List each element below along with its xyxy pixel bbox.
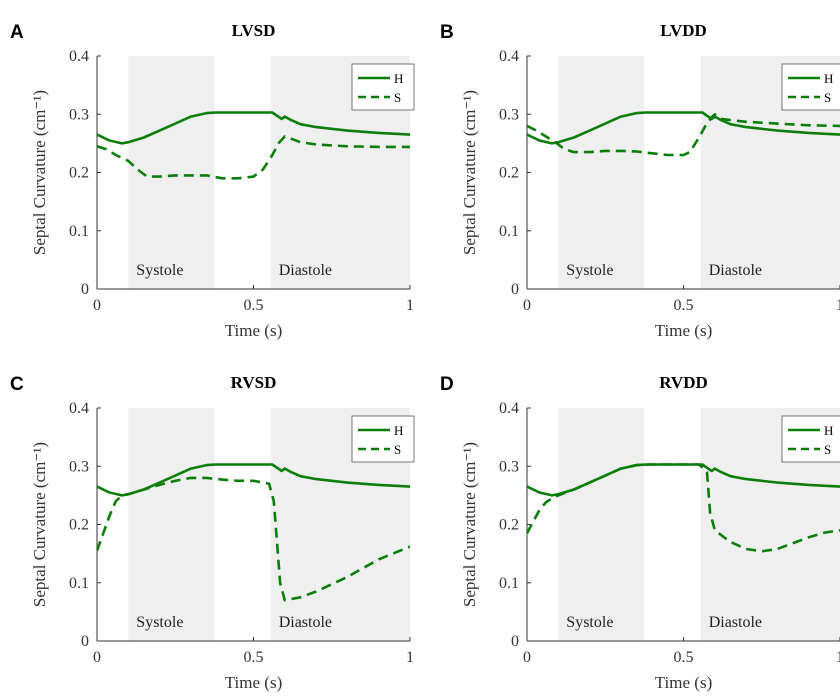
x-axis-label: Time (s) — [225, 321, 282, 340]
x-axis-label: Time (s) — [225, 673, 282, 692]
x-tick-label: 0 — [93, 649, 101, 666]
region-systole — [558, 408, 645, 641]
y-tick-label: 0.2 — [499, 517, 519, 534]
x-tick-label: 1 — [836, 649, 840, 666]
panel-letter: A — [10, 22, 24, 43]
region-label-systole: Systole — [566, 262, 613, 279]
chart-panel-c: C RVSD Systole Diastole 0 0.1 0.2 0.3 0.4 0 0.5 1 Ti… — [10, 373, 415, 692]
legend-label-h: H — [394, 423, 403, 438]
series-line-h — [527, 111, 840, 145]
legend-label-h: H — [824, 71, 833, 86]
legend: HS — [781, 63, 840, 111]
y-tick-label: 0.3 — [69, 458, 89, 475]
legend-label-s: S — [394, 90, 401, 105]
chart-title: RVSD — [231, 373, 277, 392]
y-tick-label: 0 — [81, 633, 89, 650]
y-axis-label: Septal Curvature (cm⁻¹) — [30, 90, 49, 255]
x-tick-label: 1 — [406, 649, 414, 666]
panel-letter: D — [440, 374, 454, 395]
y-axis-label: Septal Curvature (cm⁻¹) — [460, 442, 479, 607]
legend: HS — [351, 63, 415, 111]
legend-box — [351, 63, 415, 111]
y-tick-label: 0.2 — [69, 517, 89, 534]
series-line-s — [97, 135, 410, 180]
chart-title: LVSD — [232, 21, 276, 40]
x-tick-label: 0.5 — [674, 297, 694, 314]
y-axis-label: Septal Curvature (cm⁻¹) — [30, 442, 49, 607]
chart-panel-a: A LVSD Systole Diastole 0 0.1 0.2 0.3 0.4 0 0.5 1 Ti… — [10, 21, 415, 340]
region-label-diastole: Diastole — [279, 614, 332, 631]
legend-box — [351, 415, 415, 463]
chart-panel-d: D RVDD Systole Diastole 0 0.1 0.2 0.3 0.4 0 0.5 1 Ti… — [440, 373, 840, 692]
y-tick-label: 0 — [511, 633, 519, 650]
region-label-diastole: Diastole — [279, 262, 332, 279]
region-label-diastole: Diastole — [709, 262, 762, 279]
legend-label-h: H — [824, 423, 833, 438]
region-label-systole: Systole — [136, 614, 183, 631]
x-tick-label: 0.5 — [674, 649, 694, 666]
y-tick-label: 0.4 — [499, 48, 519, 65]
y-tick-label: 0.3 — [499, 458, 519, 475]
x-tick-label: 0 — [523, 649, 531, 666]
x-tick-label: 1 — [836, 297, 840, 314]
region-systole — [558, 56, 645, 289]
region-systole — [128, 408, 215, 641]
y-tick-label: 0.1 — [69, 575, 89, 592]
y-tick-label: 0.1 — [499, 223, 519, 240]
chart-title: LVDD — [660, 21, 707, 40]
series-line-h — [97, 111, 410, 145]
y-tick-label: 0.1 — [69, 223, 89, 240]
y-tick-label: 0.4 — [69, 400, 89, 417]
x-tick-label: 0.5 — [244, 649, 264, 666]
region-label-diastole: Diastole — [709, 614, 762, 631]
panel-letter: C — [10, 374, 24, 395]
x-tick-label: 0.5 — [244, 297, 264, 314]
y-tick-label: 0 — [511, 281, 519, 298]
y-tick-label: 0.4 — [69, 48, 89, 65]
region-label-systole: Systole — [136, 262, 183, 279]
legend-box — [781, 63, 840, 111]
region-label-systole: Systole — [566, 614, 613, 631]
x-tick-label: 1 — [406, 297, 414, 314]
x-axis-label: Time (s) — [655, 321, 712, 340]
legend-label-s: S — [824, 442, 831, 457]
y-tick-label: 0.3 — [499, 106, 519, 123]
legend: HS — [351, 415, 415, 463]
y-tick-label: 0.4 — [499, 400, 519, 417]
panel-letter: B — [440, 22, 454, 43]
legend-label-s: S — [394, 442, 401, 457]
legend-label-h: H — [394, 71, 403, 86]
y-tick-label: 0.2 — [69, 165, 89, 182]
legend: HS — [781, 415, 840, 463]
chart-panel-b: B LVDD Systole Diastole 0 0.1 0.2 0.3 0.4 0 0.5 1 Ti… — [440, 21, 840, 340]
y-tick-label: 0.2 — [499, 165, 519, 182]
x-tick-label: 0 — [93, 297, 101, 314]
y-tick-label: 0 — [81, 281, 89, 298]
chart-title: RVDD — [659, 373, 708, 392]
legend-box — [781, 415, 840, 463]
y-tick-label: 0.1 — [499, 575, 519, 592]
legend-label-s: S — [824, 90, 831, 105]
x-tick-label: 0 — [523, 297, 531, 314]
y-tick-label: 0.3 — [69, 106, 89, 123]
y-axis-label: Septal Curvature (cm⁻¹) — [460, 90, 479, 255]
x-axis-label: Time (s) — [655, 673, 712, 692]
